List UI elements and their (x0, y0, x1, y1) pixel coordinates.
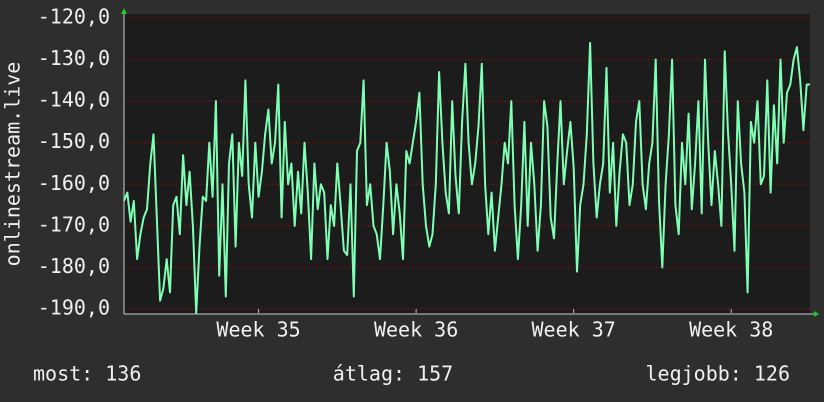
y-axis-label: onlinestream.live (1, 62, 25, 267)
y-tick-label: -120,0 (38, 5, 110, 29)
footer-average: átlag: 157 (333, 362, 453, 386)
data-line (123, 41, 810, 315)
y-tick-label: -140,0 (38, 88, 110, 112)
x-tick-label: Week 36 (374, 318, 458, 342)
footer-current: most: 136 (33, 362, 141, 386)
footer-best: legjobb: 126 (646, 362, 791, 386)
y-tick-label: -150,0 (38, 129, 110, 153)
x-tick-label: Week 35 (216, 318, 300, 342)
y-tick-label: -180,0 (38, 254, 110, 278)
x-tick-label: Week 38 (689, 318, 773, 342)
y-tick-label: -170,0 (38, 212, 110, 236)
y-tick-label: -130,0 (38, 46, 110, 70)
y-tick-label: -160,0 (38, 171, 110, 195)
x-tick-label: Week 37 (532, 318, 616, 342)
y-tick-label: -190,0 (38, 296, 110, 320)
y-arrow (121, 8, 127, 14)
x-arrow (814, 311, 819, 317)
